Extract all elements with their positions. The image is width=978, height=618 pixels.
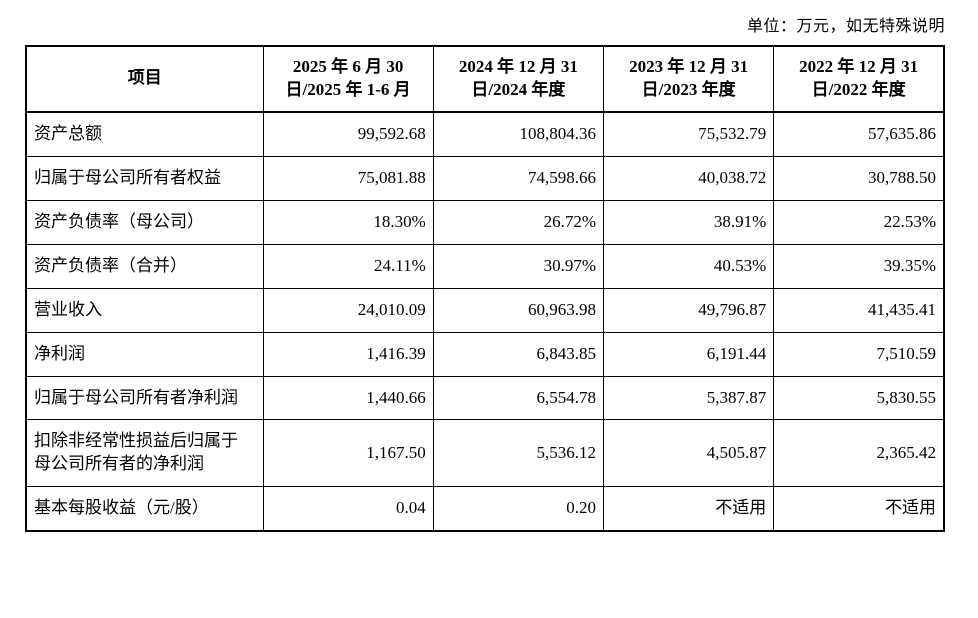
table-row: 资产负债率（母公司） 18.30% 26.72% 38.91% 22.53% — [25, 199, 945, 245]
value-cell: 49,796.87 — [602, 287, 775, 333]
financial-summary-table: 项目 2025 年 6 月 30 日/2025 年 1-6 月 2024 年 12 月… — [25, 45, 945, 533]
value-cell: 26.72% — [432, 199, 605, 245]
value-cell: 30.97% — [432, 243, 605, 289]
value-cell: 108,804.36 — [432, 111, 605, 157]
value-cell: 75,532.79 — [602, 111, 775, 157]
value-cell: 6,843.85 — [432, 331, 605, 377]
table-header: 项目 2025 年 6 月 30 日/2025 年 1-6 月 2024 年 12 月… — [25, 45, 945, 113]
row-label: 归属于母公司所有者净利润 — [25, 375, 264, 421]
value-cell: 2,365.42 — [773, 419, 945, 488]
column-header-period: 2023 年 12 月 31 日/2023 年度 — [602, 45, 775, 113]
column-header-period: 2025 年 6 月 30 日/2025 年 1-6 月 — [262, 45, 434, 113]
value-cell: 24,010.09 — [262, 287, 434, 333]
column-header-period: 2024 年 12 月 31 日/2024 年度 — [432, 45, 605, 113]
table-row: 资产负债率（合并） 24.11% 30.97% 40.53% 39.35% — [25, 243, 945, 289]
row-label: 基本每股收益（元/股） — [25, 486, 264, 532]
value-cell: 7,510.59 — [773, 331, 945, 377]
table-body: 资产总额 99,592.68 108,804.36 75,532.79 57,635.8… — [25, 111, 945, 532]
value-cell: 5,387.87 — [602, 375, 775, 421]
value-cell: 30,788.50 — [773, 155, 945, 201]
unit-note: 单位：万元，如无特殊说明 — [746, 18, 945, 35]
table-row: 归属于母公司所有者权益 75,081.88 74,598.66 40,038.72 30… — [25, 155, 945, 201]
row-label: 净利润 — [25, 331, 264, 377]
value-cell: 60,963.98 — [432, 287, 605, 333]
column-header-period: 2022 年 12 月 31 日/2022 年度 — [773, 45, 945, 113]
value-cell: 4,505.87 — [602, 419, 775, 488]
value-cell: 75,081.88 — [262, 155, 434, 201]
row-label: 资产负债率（合并） — [25, 243, 264, 289]
table-row: 归属于母公司所有者净利润 1,440.66 6,554.78 5,387.87 5,83… — [25, 375, 945, 421]
value-cell: 18.30% — [262, 199, 434, 245]
value-cell: 5,830.55 — [773, 375, 945, 421]
table-row: 资产总额 99,592.68 108,804.36 75,532.79 57,635.8… — [25, 111, 945, 157]
row-label: 资产总额 — [25, 111, 264, 157]
value-cell: 1,440.66 — [262, 375, 434, 421]
value-cell: 99,592.68 — [262, 111, 434, 157]
value-cell: 41,435.41 — [773, 287, 945, 333]
table-row: 基本每股收益（元/股） 0.04 0.20 不适用 不适用 — [25, 486, 945, 532]
header-row: 项目 2025 年 6 月 30 日/2025 年 1-6 月 2024 年 12 月… — [25, 45, 945, 113]
value-cell: 1,167.50 — [262, 419, 434, 488]
value-cell: 40,038.72 — [602, 155, 775, 201]
value-cell: 0.04 — [262, 486, 434, 532]
value-cell: 不适用 — [602, 486, 775, 532]
value-cell: 0.20 — [432, 486, 605, 532]
value-cell: 6,554.78 — [432, 375, 605, 421]
value-cell: 6,191.44 — [602, 331, 775, 377]
value-cell: 57,635.86 — [773, 111, 945, 157]
value-cell: 24.11% — [262, 243, 434, 289]
value-cell: 22.53% — [773, 199, 945, 245]
table-row: 营业收入 24,010.09 60,963.98 49,796.87 41,435.41 — [25, 287, 945, 333]
row-label: 营业收入 — [25, 287, 264, 333]
value-cell: 1,416.39 — [262, 331, 434, 377]
row-label: 扣除非经常性损益后归属于母公司所有者的净利润 — [25, 419, 264, 488]
row-label: 资产负债率（母公司） — [25, 199, 264, 245]
value-cell: 74,598.66 — [432, 155, 605, 201]
value-cell: 38.91% — [602, 199, 775, 245]
value-cell: 不适用 — [773, 486, 945, 532]
value-cell: 5,536.12 — [432, 419, 605, 488]
value-cell: 40.53% — [602, 243, 775, 289]
table-row: 扣除非经常性损益后归属于母公司所有者的净利润 1,167.50 5,536.12 4,… — [25, 419, 945, 488]
table-row: 净利润 1,416.39 6,843.85 6,191.44 7,510.59 — [25, 331, 945, 377]
value-cell: 39.35% — [773, 243, 945, 289]
row-label: 归属于母公司所有者权益 — [25, 155, 264, 201]
column-header-item: 项目 — [25, 45, 264, 113]
